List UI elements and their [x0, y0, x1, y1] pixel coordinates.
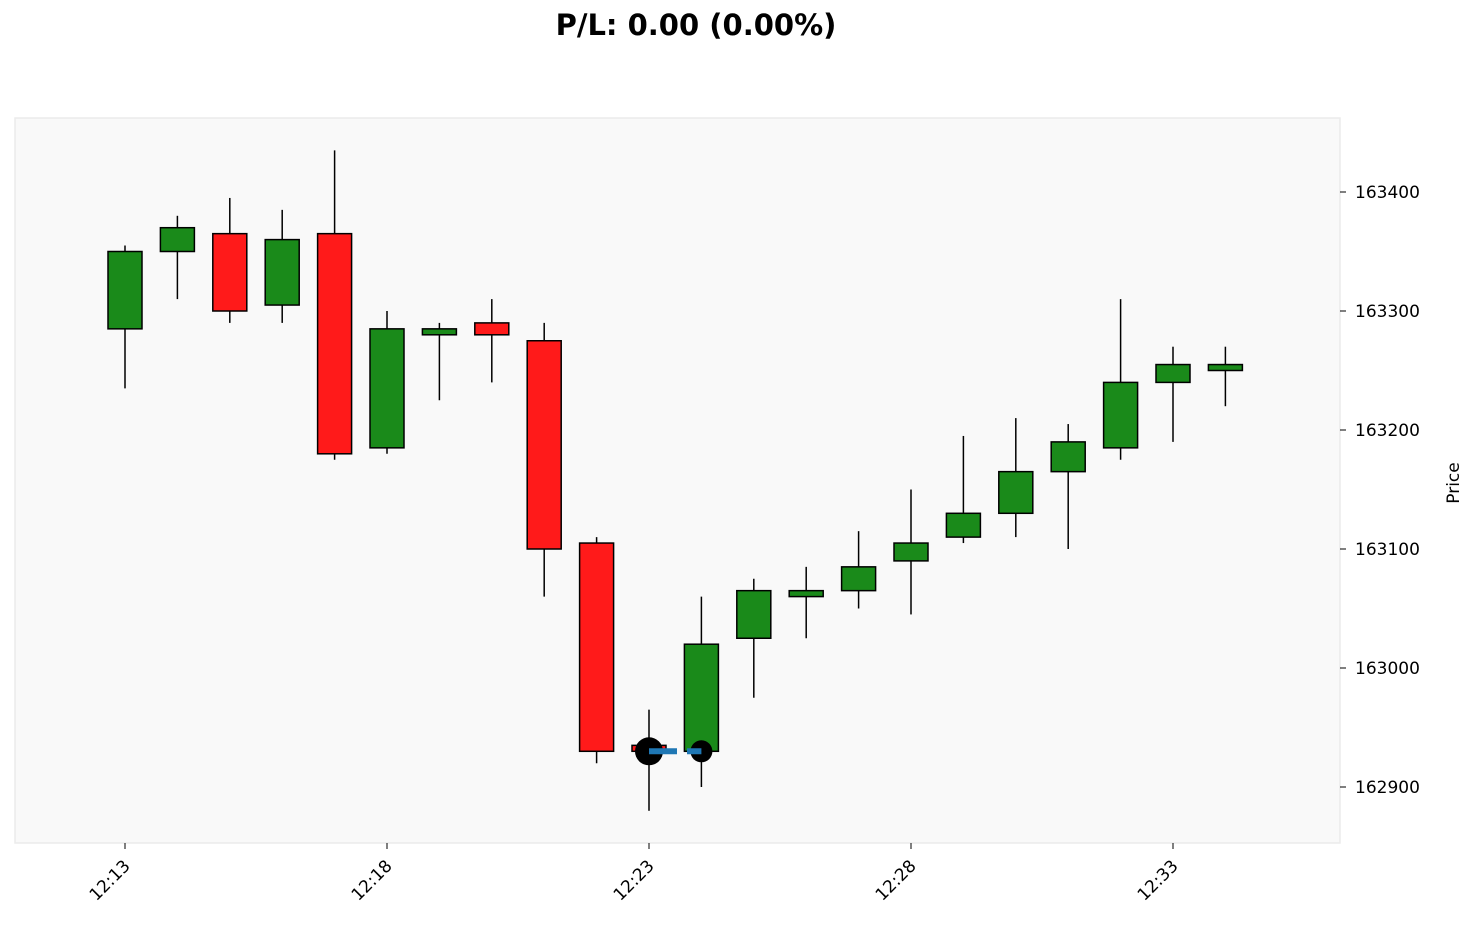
- candle-body-down: [526, 340, 562, 550]
- candle: [945, 435, 982, 544]
- y-axis-label: Price: [1444, 462, 1464, 503]
- candle: [1207, 346, 1244, 407]
- candle-body-up: [788, 589, 824, 598]
- candle-body-down: [578, 542, 615, 753]
- candle-body-up: [159, 226, 196, 253]
- candle: [736, 578, 772, 698]
- candle: [212, 197, 248, 323]
- candle: [264, 209, 300, 323]
- candle-body-up: [1050, 441, 1086, 473]
- candle-body-up: [893, 542, 929, 562]
- x-tick-label: 12:23: [610, 856, 659, 905]
- candle-body-up: [421, 328, 458, 336]
- candle-body-down: [212, 232, 248, 312]
- candle: [998, 418, 1034, 538]
- candle-body-up: [1102, 381, 1139, 449]
- candle-body-up: [945, 512, 982, 538]
- candle: [107, 245, 143, 389]
- x-tick-label: 12:13: [86, 856, 135, 905]
- y-tick-label: 162900: [1355, 778, 1420, 798]
- candle-body-up: [1207, 363, 1244, 372]
- y-tick-label: 163000: [1355, 659, 1420, 679]
- candle: [369, 311, 405, 454]
- candle: [316, 150, 353, 460]
- chart-title: P/L: 0.00 (0.00%): [555, 8, 837, 42]
- candle: [788, 566, 824, 639]
- candle-body-up: [998, 470, 1034, 515]
- candle-body-up: [683, 643, 720, 753]
- candle: [578, 537, 615, 764]
- candle-body-up: [107, 250, 143, 330]
- candle: [1050, 424, 1086, 549]
- candle-body-down: [474, 322, 510, 336]
- candle: [893, 489, 929, 615]
- y-tick-label: 163200: [1355, 421, 1420, 441]
- candle-body-up: [840, 566, 877, 592]
- candle: [421, 322, 458, 401]
- x-tick-label: 12:33: [1134, 856, 1183, 905]
- candle: [1155, 346, 1191, 442]
- candle: [159, 215, 196, 300]
- y-tick-label: 163300: [1355, 302, 1420, 322]
- plot-area: [14, 117, 1341, 844]
- candle: [474, 299, 510, 383]
- candle-body-up: [264, 238, 300, 306]
- candle-body-up: [736, 589, 772, 640]
- candle: [840, 531, 877, 609]
- candle-body-up: [369, 328, 405, 449]
- candle: [526, 322, 562, 597]
- x-tick-label: 12:18: [348, 856, 397, 905]
- y-tick-label: 163400: [1355, 183, 1420, 203]
- y-tick-label: 163100: [1355, 540, 1420, 560]
- x-tick-label: 12:28: [872, 856, 921, 905]
- candle-body-up: [1155, 363, 1191, 384]
- candle: [1102, 299, 1139, 460]
- candle-body-down: [316, 232, 353, 455]
